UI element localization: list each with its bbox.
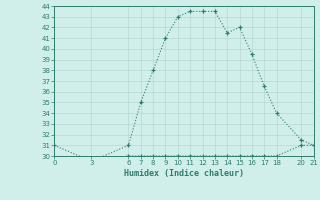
X-axis label: Humidex (Indice chaleur): Humidex (Indice chaleur) (124, 169, 244, 178)
